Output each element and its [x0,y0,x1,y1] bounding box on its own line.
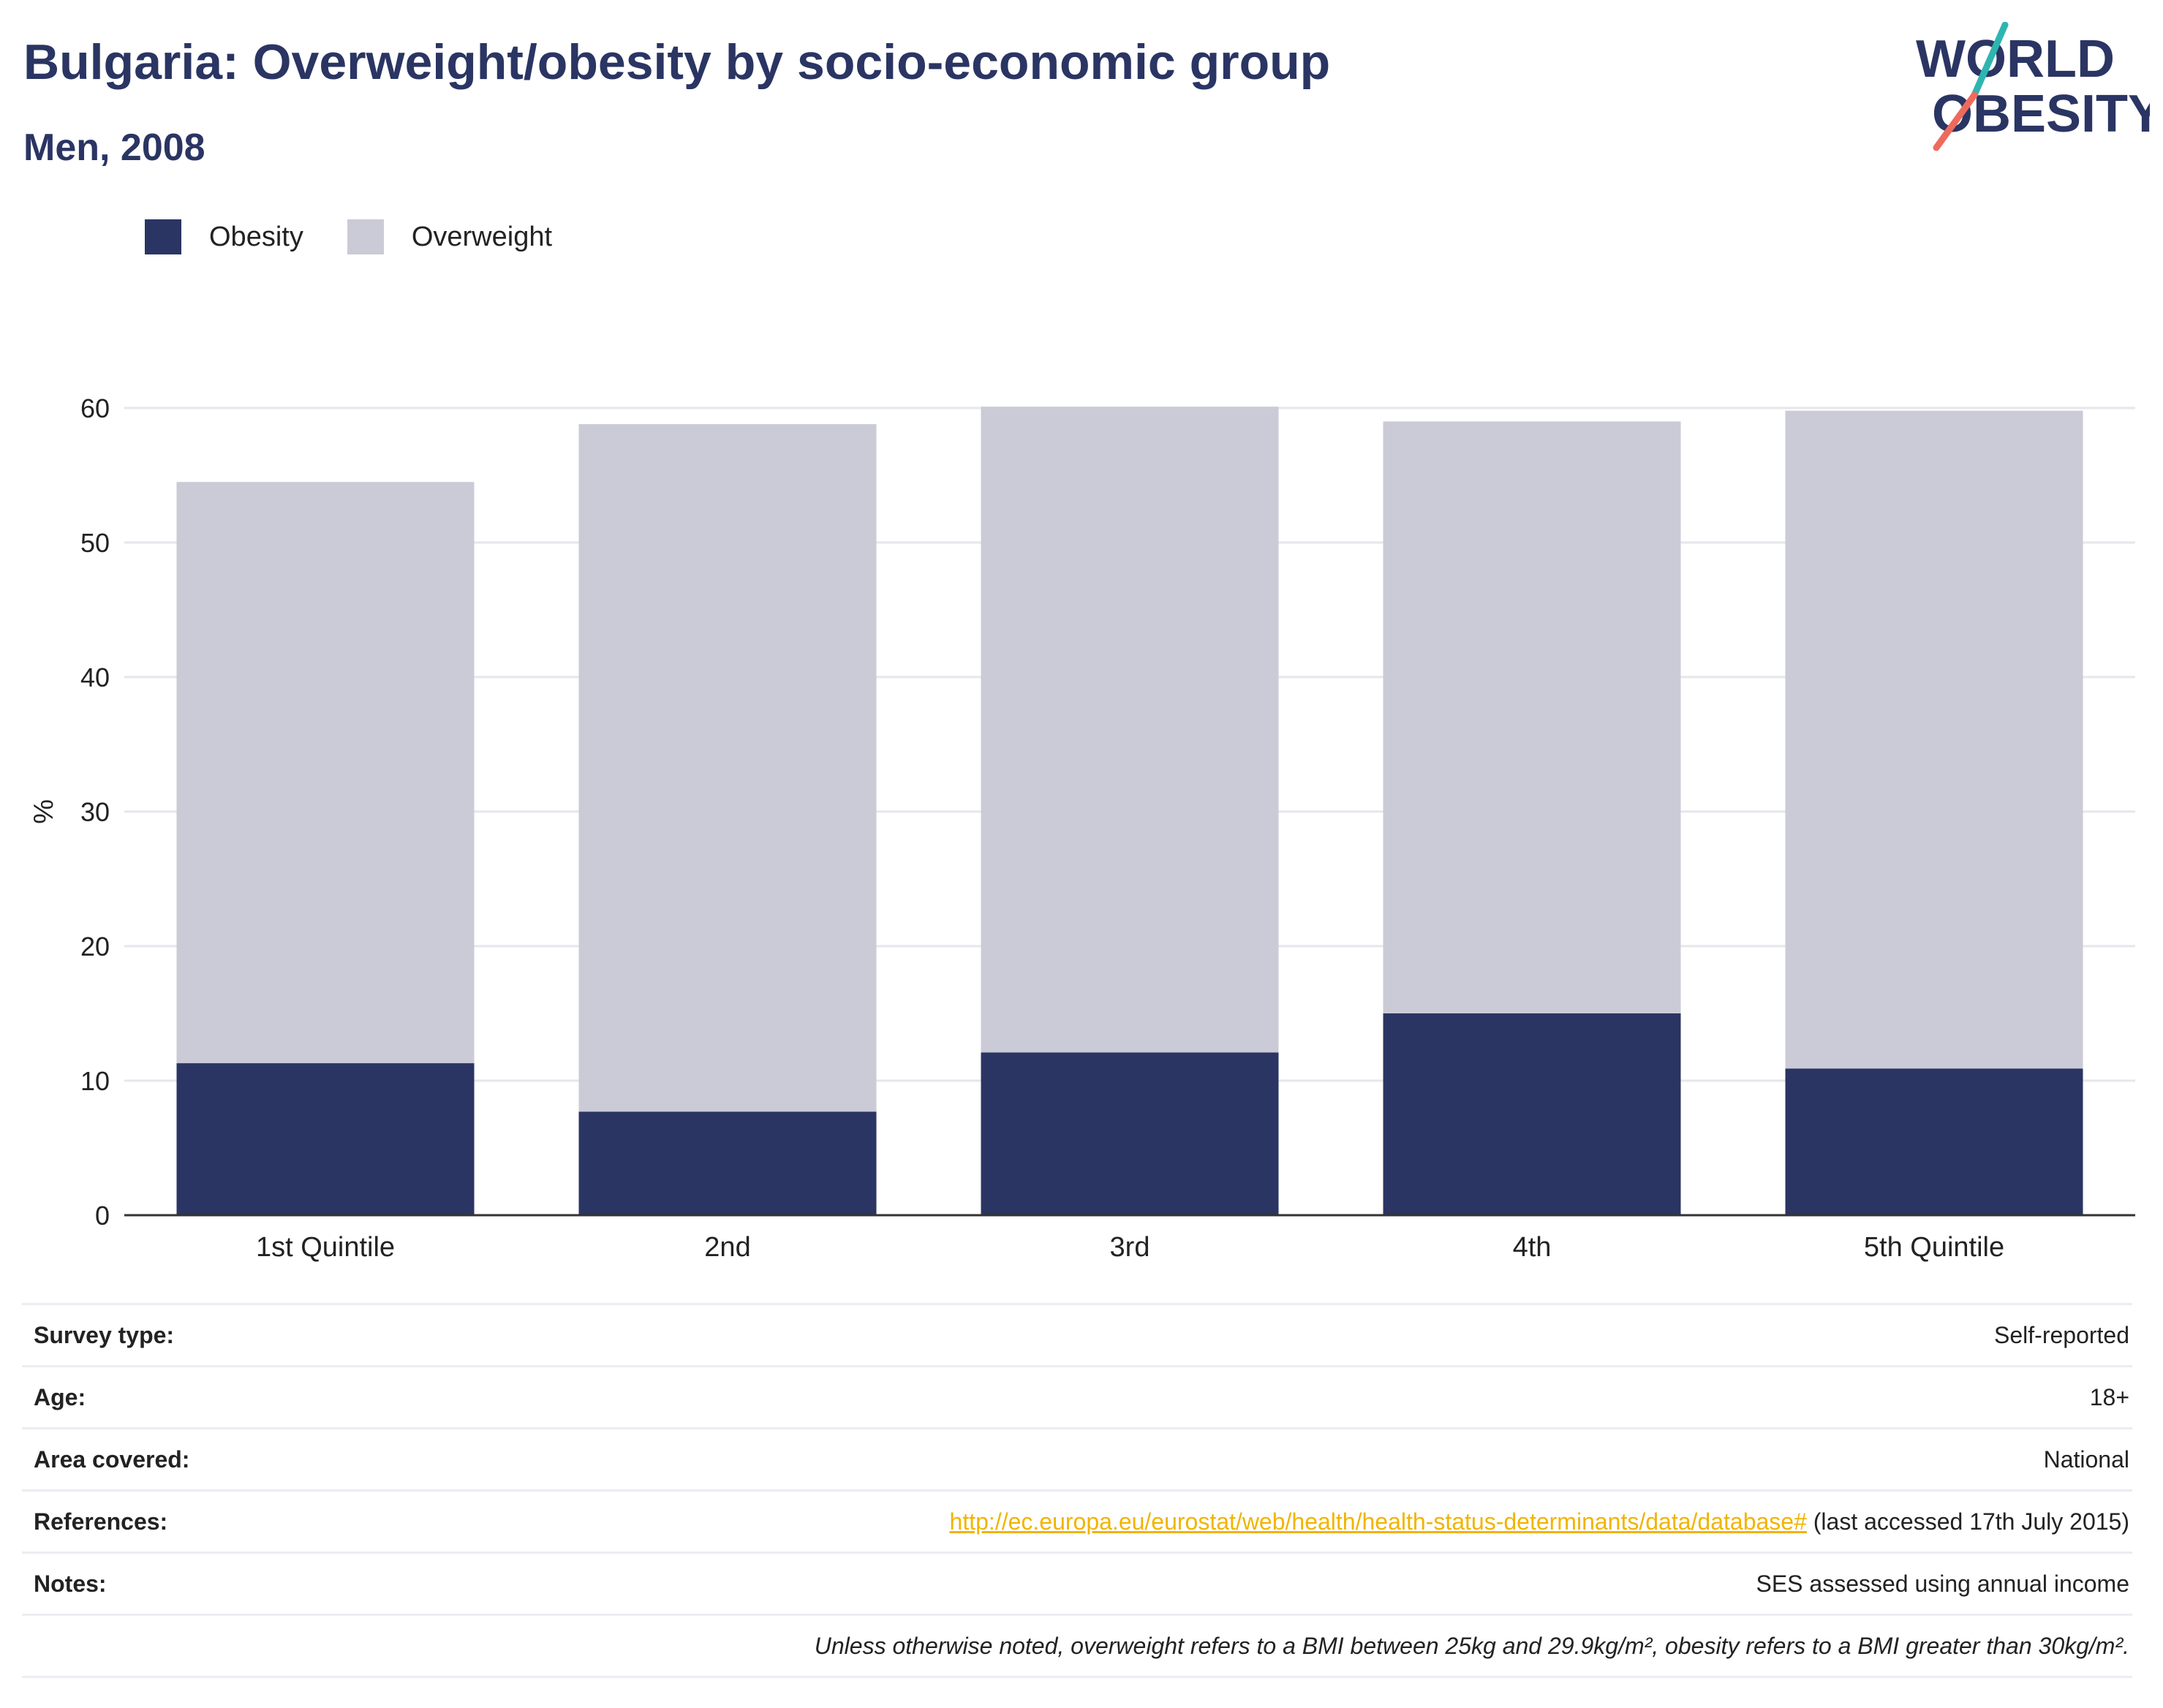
bar-overweight [1785,410,2083,1069]
age-label: Age: [34,1383,86,1410]
bar-overweight [981,407,1279,1053]
y-axis-label: % [29,799,59,824]
info-row-survey-type: Survey type: Self-reported [22,1303,2132,1365]
y-tick-label: 50 [80,528,110,558]
survey-type-label: Survey type: [34,1321,175,1348]
x-tick-label: 4th [1513,1232,1552,1263]
info-row-age: Age: 18+ [22,1365,2132,1427]
stacked-bar-chart: 0 10 20 30 40 50 60% 1st Quintile 2nd 3rd 4th 5th Q… [29,393,2135,1263]
bar-obesity [1785,1068,2083,1215]
y-tick-label: 30 [80,797,110,827]
legend-label-obesity: Obesity [209,221,303,252]
x-tick-label: 3rd [1110,1232,1150,1263]
references-link[interactable]: http://ec.europa.eu/eurostat/web/health/… [949,1508,1807,1535]
info-row-area: Area covered: National [22,1427,2132,1489]
x-tick-label: 5th Quintile [1864,1232,2004,1263]
info-row-references: References: http://ec.europa.eu/eurostat… [22,1489,2132,1552]
survey-type-value: Self-reported [1994,1321,2129,1348]
info-row-footnote: Unless otherwise noted, overweight refer… [22,1614,2132,1678]
bmi-footnote: Unless otherwise noted, overweight refer… [814,1632,2129,1659]
y-tick-label: 60 [80,393,110,423]
bar-obesity [981,1052,1279,1215]
bar-overweight [176,482,475,1064]
logo-slash-teal [1971,22,2009,99]
survey-info-table: Survey type: Self-reported Age: 18+ Area… [22,1303,2132,1678]
legend-label-overweight: Overweight [411,221,553,252]
legend-swatch-overweight [347,219,384,254]
area-covered-value: National [2043,1446,2129,1473]
notes-value: SES assessed using annual income [1756,1570,2129,1597]
chart-legend: Obesity Overweight [145,216,596,257]
logo-line-1: WORLD [1916,30,2115,88]
area-covered-label: Area covered: [34,1446,190,1473]
logo-line-2: OBESITY [1932,85,2150,143]
y-tick-label: 20 [80,932,110,961]
chart-subtitle: Men, 2008 [23,126,205,169]
chart-title: Bulgaria: Overweight/obesity by socio-ec… [23,34,1331,90]
legend-swatch-obesity [145,219,181,254]
y-tick-label: 0 [95,1201,110,1231]
notes-label: Notes: [34,1570,107,1597]
legend-item-overweight[interactable]: Overweight [347,219,552,254]
bar-obesity [176,1063,475,1215]
references-label: References: [34,1508,168,1535]
info-row-notes: Notes: SES assessed using annual income [22,1552,2132,1614]
y-tick-label: 10 [80,1066,110,1096]
references-value: http://ec.europa.eu/eurostat/web/health/… [950,1508,2132,1535]
x-tick-label: 2nd [704,1232,750,1263]
world-obesity-logo: WORLD OBESITY [1916,22,2150,151]
references-suffix: (last accessed 17th July 2015) [1806,1508,2129,1535]
bar-overweight [1383,421,1681,1013]
bar-overweight [578,424,877,1112]
legend-item-obesity[interactable]: Obesity [145,219,303,254]
bar-obesity [1383,1013,1681,1215]
x-tick-label: 1st Quintile [256,1232,395,1263]
age-value: 18+ [2089,1383,2129,1410]
y-tick-label: 40 [80,662,110,692]
logo-slash-coral [1933,91,1978,151]
bar-obesity [578,1111,877,1215]
